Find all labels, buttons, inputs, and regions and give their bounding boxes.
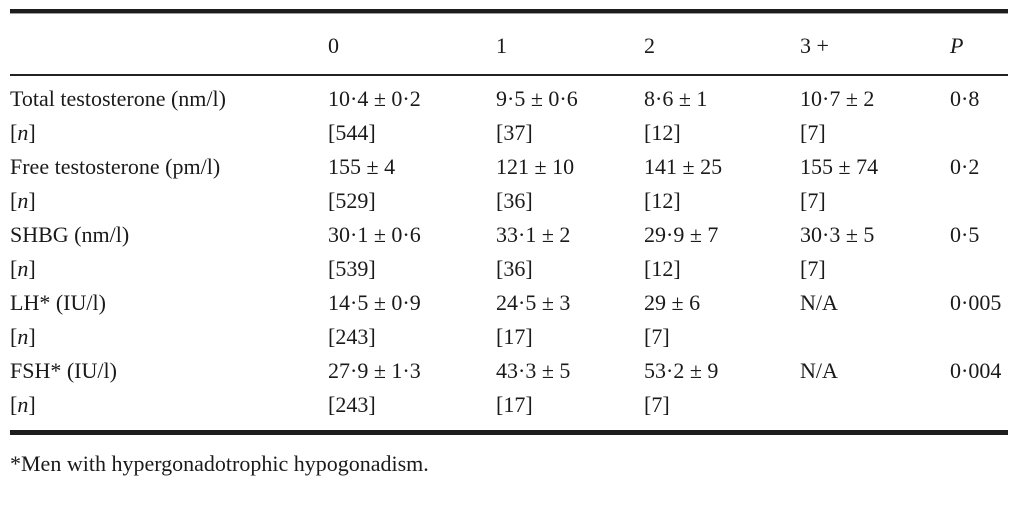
row-label: SHBG (nm/l) [10, 222, 130, 247]
column-header-2: 1 [496, 14, 644, 76]
row-label: [n] [10, 188, 36, 213]
cell: 0·005 [950, 290, 1002, 315]
bottom-rule [10, 430, 1008, 435]
table-row: [n] [243] [17] [7] [10, 320, 1008, 354]
cell: [7] [644, 324, 670, 349]
row-label: [n] [10, 256, 36, 281]
cell: [529] [328, 188, 376, 213]
cell [950, 116, 1008, 150]
cell: [243] [328, 324, 376, 349]
cell: 33·1 ± 2 [496, 222, 571, 247]
table-row: SHBG (nm/l) 30·1 ± 0·6 33·1 ± 2 29·9 ± 7 30·… [10, 218, 1008, 252]
table-footnote: *Men with hypergonadotrophic hypogonadis… [10, 451, 429, 476]
cell: 155 ± 74 [800, 154, 879, 179]
table-row: Free testosterone (pm/l) 155 ± 4 121 ± 10 1… [10, 150, 1008, 184]
cell: [17] [496, 392, 533, 417]
row-label: Total testosterone (nm/l) [10, 86, 226, 111]
cell: 0·004 [950, 358, 1002, 383]
table-row: [n] [529] [36] [12] [7] [10, 184, 1008, 218]
row-label: [n] [10, 324, 36, 349]
cell: 141 ± 25 [644, 154, 723, 179]
top-rule [10, 9, 1008, 14]
cell [950, 320, 1008, 354]
table-row: LH* (IU/l) 14·5 ± 0·9 24·5 ± 3 29 ± 6 N/A 0·0… [10, 286, 1008, 320]
table-row: FSH* (IU/l) 27·9 ± 1·3 43·3 ± 5 53·2 ± 9 N/A… [10, 354, 1008, 388]
row-label: Free testosterone (pm/l) [10, 154, 221, 179]
cell: [12] [644, 188, 681, 213]
cell [950, 184, 1008, 218]
table-row: [n] [544] [37] [12] [7] [10, 116, 1008, 150]
row-label: [n] [10, 392, 36, 417]
cell: 9·5 ± 0·6 [496, 86, 578, 111]
column-header-1: 0 [328, 14, 496, 76]
cell [800, 388, 950, 430]
row-label: LH* (IU/l) [10, 290, 106, 315]
cell: 53·2 ± 9 [644, 358, 719, 383]
cell: [7] [800, 120, 826, 145]
cell [950, 388, 1008, 430]
cell: 155 ± 4 [328, 154, 396, 179]
table-row: [n] [243] [17] [7] [10, 388, 1008, 430]
column-header-3: 2 [644, 14, 800, 76]
cell: 8·6 ± 1 [644, 86, 708, 111]
cell: [7] [800, 256, 826, 281]
cell: 14·5 ± 0·9 [328, 290, 421, 315]
cell: 10·7 ± 2 [800, 86, 875, 111]
cell: N/A [800, 290, 838, 315]
cell: [36] [496, 256, 533, 281]
cell: [17] [496, 324, 533, 349]
cell: 29·9 ± 7 [644, 222, 719, 247]
cell: 27·9 ± 1·3 [328, 358, 421, 383]
cell: 24·5 ± 3 [496, 290, 571, 315]
column-header-5: P [950, 14, 1008, 76]
cell: 0·8 [950, 86, 980, 111]
cell: [7] [644, 392, 670, 417]
cell: 0·2 [950, 154, 980, 179]
cell: 121 ± 10 [496, 154, 575, 179]
cell [800, 320, 950, 354]
cell: 10·4 ± 0·2 [328, 86, 421, 111]
row-label: FSH* (IU/l) [10, 358, 117, 383]
cell: [243] [328, 392, 376, 417]
cell: 43·3 ± 5 [496, 358, 571, 383]
table-row: Total testosterone (nm/l) 10·4 ± 0·2 9·5 ±… [10, 75, 1008, 116]
cell: 29 ± 6 [644, 290, 701, 315]
cell: 0·5 [950, 222, 980, 247]
column-header-4: 3 + [800, 14, 950, 76]
cell: [7] [800, 188, 826, 213]
table-row: [n] [539] [36] [12] [7] [10, 252, 1008, 286]
cell: N/A [800, 358, 838, 383]
table-body: Total testosterone (nm/l) 10·4 ± 0·2 9·5 ±… [10, 75, 1008, 430]
cell: 30·1 ± 0·6 [328, 222, 421, 247]
cell: [539] [328, 256, 376, 281]
cell: 30·3 ± 5 [800, 222, 875, 247]
cell: [12] [644, 120, 681, 145]
cell: [544] [328, 120, 376, 145]
row-label: [n] [10, 120, 36, 145]
cell: [12] [644, 256, 681, 281]
cell [950, 252, 1008, 286]
cell: [37] [496, 120, 533, 145]
cell: [36] [496, 188, 533, 213]
column-header-label [10, 14, 328, 76]
